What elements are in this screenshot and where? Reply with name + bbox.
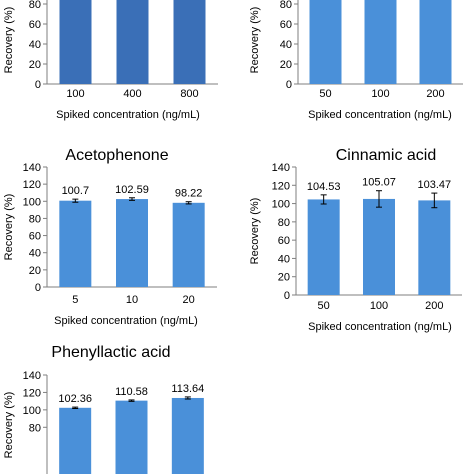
y-tick-label: 20 bbox=[280, 59, 292, 71]
x-tick-label: 200 bbox=[426, 88, 444, 100]
x-tick-label: 200 bbox=[425, 300, 443, 312]
y-tick-label: 40 bbox=[29, 39, 41, 51]
y-tick-label: 140 bbox=[23, 370, 41, 382]
y-tick-label: 20 bbox=[29, 59, 41, 71]
bar bbox=[363, 198, 395, 295]
y-axis-label: Recovery (%) bbox=[3, 7, 15, 74]
x-axis-label: Spiked concentration (ng/mL) bbox=[56, 109, 200, 121]
y-tick-label: 40 bbox=[280, 39, 292, 51]
chart-title: Acetophenone bbox=[65, 147, 168, 164]
y-tick-label: 80 bbox=[29, 422, 41, 434]
data-label: 100.7 bbox=[62, 185, 90, 197]
bar bbox=[173, 0, 206, 84]
y-tick-label: 60 bbox=[278, 235, 290, 247]
data-label: 102.36 bbox=[58, 393, 92, 405]
y-tick-label: 40 bbox=[29, 248, 41, 260]
y-tick-label: 0 bbox=[284, 290, 290, 302]
chart-title: Cinnamic acid bbox=[336, 147, 436, 164]
x-tick-label: 5 bbox=[72, 294, 78, 306]
data-label: 113.64 bbox=[171, 383, 204, 395]
y-axis-label: Recovery (%) bbox=[249, 198, 261, 265]
data-label: 105.07 bbox=[362, 177, 396, 189]
y-tick-label: 60 bbox=[29, 231, 41, 243]
y-tick-label: 100 bbox=[23, 196, 41, 208]
data-label: 104.53 bbox=[307, 181, 341, 193]
chart-title: Phenyllactic acid bbox=[51, 344, 170, 361]
y-tick-label: 140 bbox=[272, 162, 290, 174]
bar bbox=[116, 0, 149, 84]
bar bbox=[418, 200, 451, 295]
bar bbox=[172, 202, 205, 287]
y-tick-label: 20 bbox=[29, 265, 41, 277]
y-tick-label: 120 bbox=[272, 180, 290, 192]
data-label: 103.47 bbox=[418, 179, 452, 191]
y-tick-label: 100 bbox=[23, 405, 41, 417]
y-axis-label: Recovery (%) bbox=[249, 7, 261, 74]
bar bbox=[59, 200, 92, 287]
y-tick-label: 80 bbox=[280, 0, 292, 11]
y-tick-label: 60 bbox=[280, 19, 292, 31]
x-tick-label: 100 bbox=[66, 88, 84, 100]
chart-panel-p2: 0 20 40 60 80 Recovery (%) 50 100 200 Spiked conc… bbox=[249, 0, 463, 121]
y-tick-label: 0 bbox=[286, 79, 292, 91]
y-tick-label: 120 bbox=[23, 179, 41, 191]
chart-panel-p5: Phenyllactic acid 80 100 120 140 Recovery (%)… bbox=[3, 344, 204, 474]
x-axis-label: Spiked concentration (ng/mL) bbox=[308, 321, 452, 333]
data-label: 102.59 bbox=[115, 184, 149, 196]
y-axis-label: Recovery (%) bbox=[3, 194, 15, 261]
y-axis-label: Recovery (%) bbox=[3, 392, 15, 459]
bar bbox=[419, 0, 452, 84]
data-label: 110.58 bbox=[115, 386, 148, 398]
x-axis-label: Spiked concentration (ng/mL) bbox=[308, 109, 452, 121]
y-tick-label: 80 bbox=[29, 0, 41, 11]
bar bbox=[171, 397, 204, 474]
y-tick-label: 80 bbox=[29, 213, 41, 225]
y-tick-label: 0 bbox=[35, 282, 41, 294]
y-tick-label: 60 bbox=[29, 19, 41, 31]
y-tick-label: 0 bbox=[35, 79, 41, 91]
x-tick-label: 100 bbox=[370, 300, 388, 312]
x-tick-label: 400 bbox=[123, 88, 141, 100]
bar bbox=[59, 407, 92, 474]
bar bbox=[307, 199, 340, 295]
y-tick-label: 20 bbox=[278, 272, 290, 284]
bar bbox=[59, 0, 92, 84]
y-tick-label: 120 bbox=[23, 387, 41, 399]
bar bbox=[116, 199, 148, 287]
chart-panel-p4: Cinnamic acid 0 20 40 60 80 100 120 140 Recovery … bbox=[249, 147, 462, 333]
x-tick-label: 50 bbox=[319, 88, 331, 100]
x-axis-label: Spiked concentration (ng/mL) bbox=[54, 315, 198, 327]
x-tick-label: 20 bbox=[183, 294, 195, 306]
x-tick-label: 50 bbox=[318, 300, 330, 312]
y-tick-label: 100 bbox=[272, 199, 290, 211]
y-tick-label: 80 bbox=[278, 217, 290, 229]
bar bbox=[115, 400, 148, 474]
x-tick-label: 10 bbox=[126, 294, 138, 306]
x-tick-label: 800 bbox=[180, 88, 198, 100]
data-label: 98.22 bbox=[175, 188, 203, 200]
chart-panel-p3: Acetophenone 0 20 40 60 80 100 120 140 Recovery (… bbox=[3, 147, 217, 327]
y-tick-label: 40 bbox=[278, 253, 290, 265]
bar bbox=[309, 0, 342, 84]
bar bbox=[364, 0, 397, 84]
chart-panel-p1: 0 20 40 60 80 Recovery (%) 100 400 800 Spiked con… bbox=[3, 0, 218, 121]
y-tick-label: 140 bbox=[23, 162, 41, 174]
x-tick-label: 100 bbox=[371, 88, 389, 100]
